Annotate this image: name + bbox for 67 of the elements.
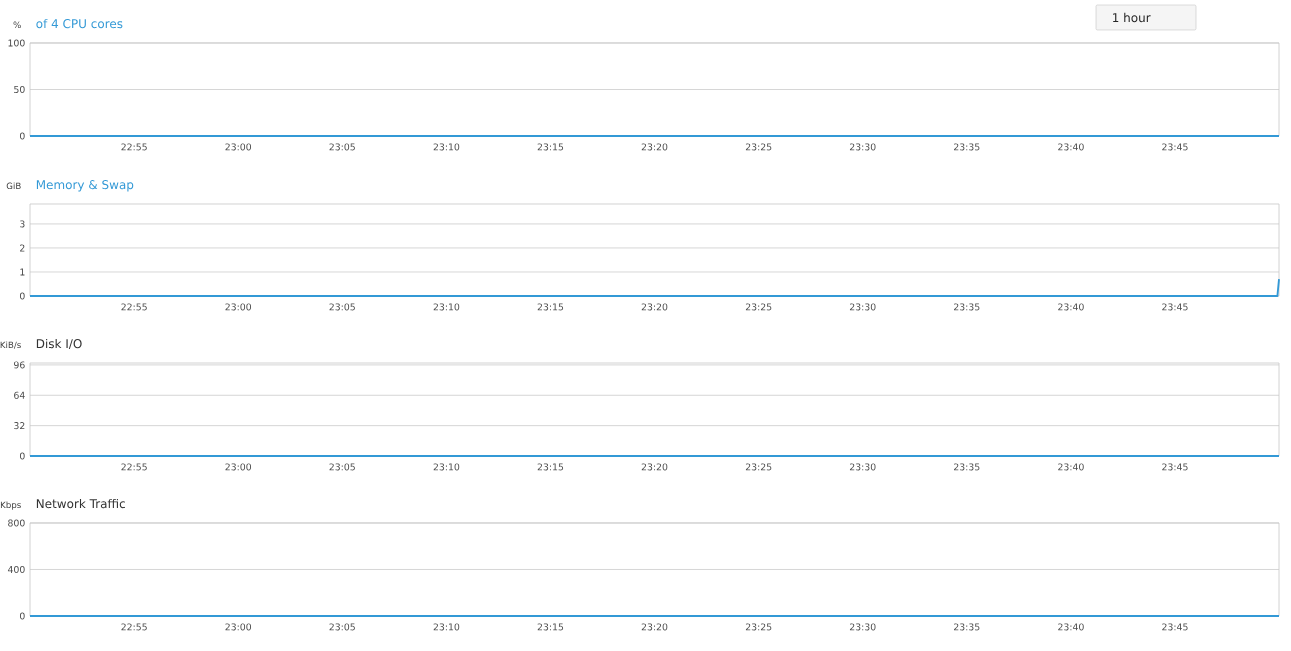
x-tick-label: 23:30 [849, 303, 876, 311]
y-axis-title: GiB [6, 182, 21, 190]
x-tick-label: 23:15 [537, 143, 564, 151]
x-tick-label: 23:20 [641, 623, 668, 631]
y-tick-label: 800 [8, 519, 25, 527]
y-tick-label: 0 [19, 452, 25, 460]
x-tick-label: 23:00 [225, 623, 252, 631]
y-tick-label: 3 [20, 220, 25, 228]
x-tick-label: 23:45 [1162, 463, 1188, 471]
x-tick-label: 23:45 [1162, 623, 1188, 631]
x-tick-label: 23:40 [1058, 463, 1084, 471]
x-tick-label: 22:55 [121, 623, 147, 631]
x-tick-label: 23:15 [537, 623, 564, 631]
x-tick-label: 23:45 [1162, 303, 1188, 311]
y-tick-label: 0 [19, 292, 25, 300]
x-tick-label: 23:40 [1058, 623, 1084, 631]
y-axis-title: Kbps [0, 501, 21, 510]
x-tick-label: 23:10 [433, 303, 460, 311]
x-tick-label: 23:35 [954, 303, 980, 311]
x-tick-label: 23:20 [641, 303, 668, 311]
chart-title: Network Traffic [36, 498, 125, 509]
y-tick-label: 2 [20, 244, 25, 252]
x-tick-label: 23:35 [954, 623, 980, 631]
x-tick-label: 23:00 [225, 303, 252, 311]
text: 1 hour [1113, 12, 1151, 23]
x-tick-label: 23:00 [225, 143, 252, 151]
y-tick-label: 96 [14, 361, 25, 369]
x-tick-label: 22:55 [121, 303, 147, 311]
x-tick-label: 23:05 [329, 143, 355, 151]
x-tick-label: 23:10 [433, 623, 460, 631]
x-tick-label: 23:30 [849, 143, 876, 151]
y-tick-label: 0 [19, 612, 25, 620]
x-tick-label: 23:35 [954, 143, 980, 151]
x-tick-label: 23:30 [849, 463, 876, 471]
x-tick-label: 22:55 [121, 463, 147, 471]
y-axis-title: % [13, 21, 21, 29]
y-axis-title: KiB/s [0, 341, 21, 349]
chart-title: Disk I/O [36, 338, 82, 350]
x-tick-label: 23:15 [537, 463, 564, 471]
x-tick-label: 23:25 [745, 303, 772, 311]
x-tick-label: 23:20 [641, 463, 668, 471]
x-tick-label: 23:25 [745, 143, 772, 151]
y-tick-label: 0 [19, 132, 25, 140]
y-tick-label: 1 [20, 268, 25, 276]
x-tick-label: 23:00 [225, 463, 252, 471]
chart-title: Memory & Swap [36, 180, 134, 192]
x-tick-label: 23:05 [329, 463, 355, 471]
x-tick-label: 23:40 [1058, 303, 1084, 311]
x-tick-label: 23:10 [433, 143, 460, 151]
x-tick-label: 23:30 [849, 623, 876, 631]
y-tick-label: 50 [14, 85, 25, 94]
x-tick-label: 22:55 [121, 143, 147, 151]
x-tick-label: 23:35 [954, 463, 980, 471]
x-tick-label: 23:40 [1058, 143, 1084, 151]
x-tick-label: 23:20 [641, 143, 668, 151]
x-tick-label: 23:45 [1162, 143, 1188, 151]
chart-title: of 4 CPU cores [36, 18, 123, 29]
x-tick-label: 23:15 [537, 303, 564, 311]
x-tick-label: 23:10 [433, 463, 460, 471]
x-tick-label: 23:05 [329, 303, 355, 311]
y-tick-label: 400 [7, 565, 25, 574]
x-tick-label: 23:25 [745, 463, 772, 471]
x-tick-label: 23:25 [745, 623, 772, 631]
x-tick-label: 23:05 [329, 623, 355, 631]
y-tick-label: 32 [14, 422, 25, 430]
y-tick-label: 64 [14, 391, 25, 399]
y-tick-label: 100 [8, 39, 25, 47]
